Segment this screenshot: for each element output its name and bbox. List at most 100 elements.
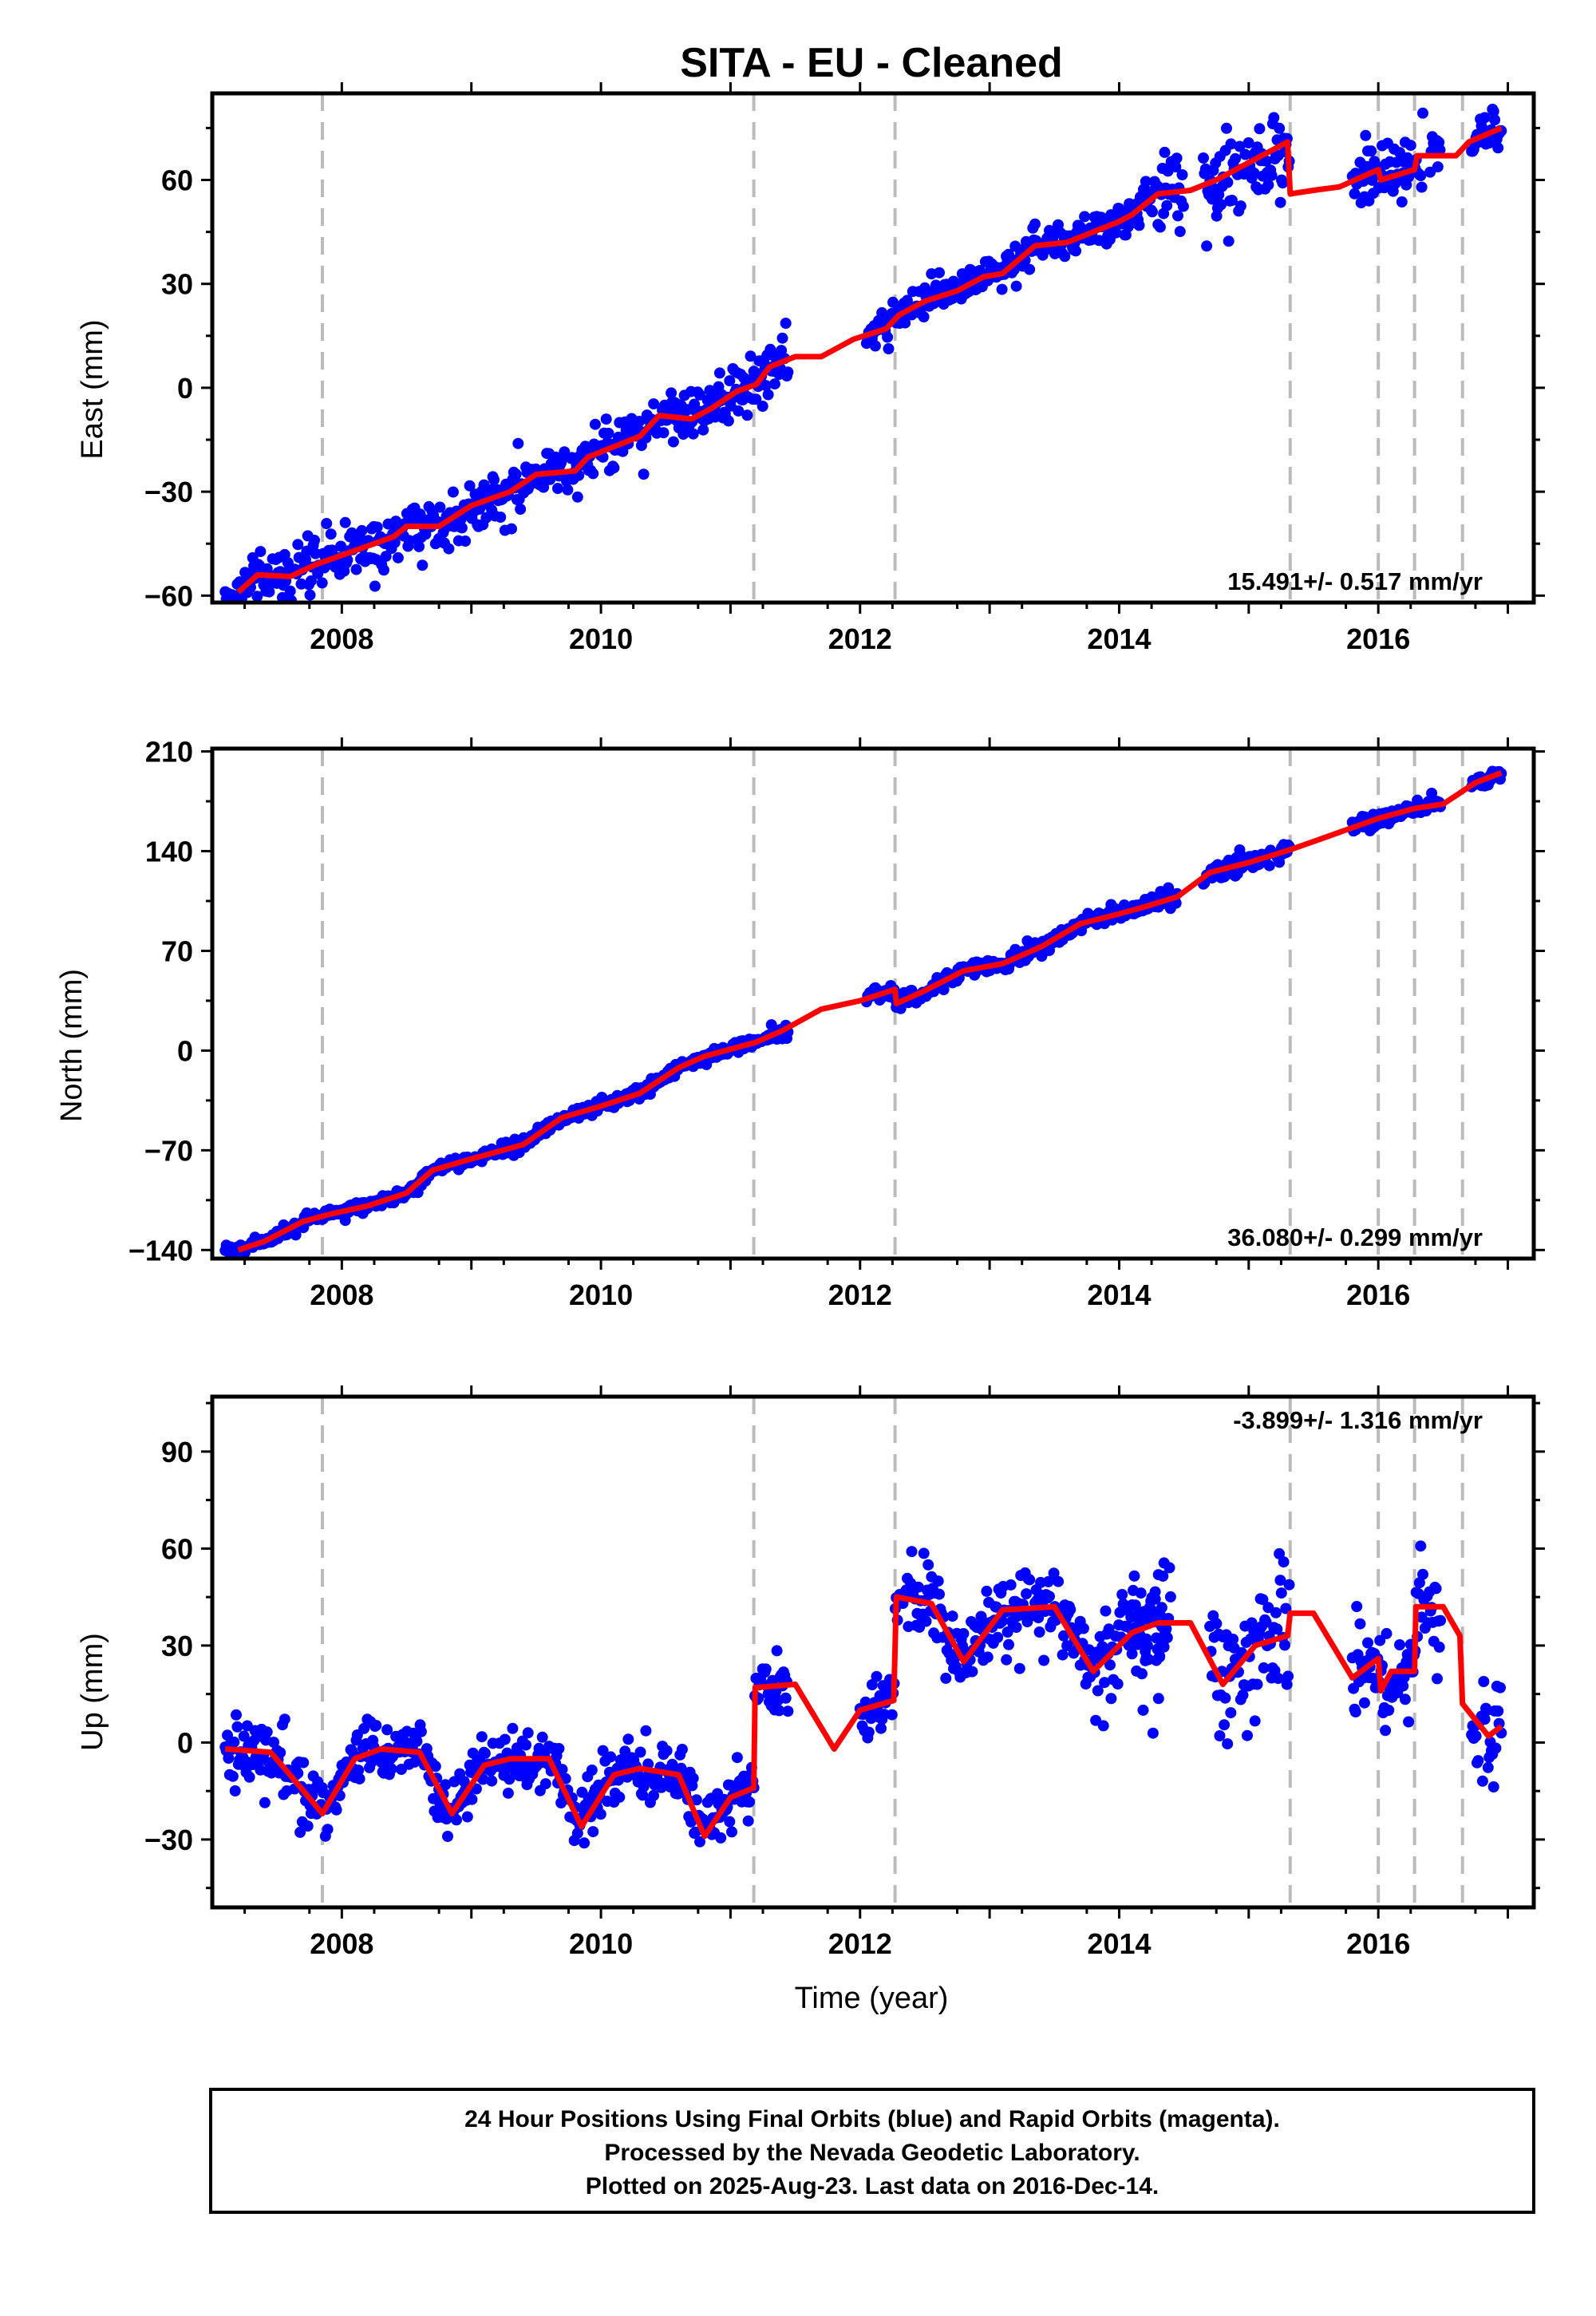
data-point-96	[325, 528, 337, 540]
data-point-960	[1413, 1577, 1425, 1589]
data-point-258	[504, 1773, 516, 1785]
data-point-503	[773, 1705, 785, 1717]
rate-label: -3.899+/- 1.316 mm/yr	[1233, 1406, 1483, 1434]
data-point-835	[1214, 1730, 1226, 1741]
data-point-50	[275, 1747, 286, 1759]
data-point-796	[1172, 210, 1183, 222]
data-point-986	[1472, 1755, 1484, 1767]
data-point-824	[1222, 176, 1234, 188]
data-point-191	[429, 1761, 441, 1773]
data-point-17	[238, 1730, 250, 1742]
data-points	[219, 104, 1507, 603]
data-point-68	[294, 1826, 306, 1838]
data-point-482	[750, 393, 762, 405]
data-point-839	[1219, 1719, 1231, 1731]
y-tick-label: 140	[145, 836, 193, 868]
y-tick-label: 60	[161, 1532, 193, 1565]
data-point-431	[694, 389, 705, 401]
data-point-807	[1138, 1635, 1150, 1647]
data-point-289	[538, 481, 550, 493]
data-point-52	[277, 591, 288, 603]
data-point-703	[1065, 1603, 1077, 1615]
data-point-376	[634, 416, 646, 427]
data-point-10	[231, 1709, 242, 1721]
data-point-431	[694, 1836, 705, 1848]
data-point-398	[658, 427, 670, 439]
data-point-146	[380, 551, 392, 563]
data-point-902	[1349, 1706, 1361, 1718]
data-point-926	[1396, 196, 1408, 207]
data-point-136	[369, 580, 381, 592]
data-point-176	[413, 540, 425, 552]
data-point-627	[981, 1585, 993, 1597]
data-point-984	[1470, 1730, 1482, 1742]
data-point-995	[1482, 1761, 1494, 1773]
data-point-824	[1157, 1570, 1169, 1582]
data-point-306	[556, 1764, 568, 1776]
data-point-236	[479, 1748, 491, 1759]
data-point-890	[1274, 1575, 1286, 1587]
x-tick-label-2012: 2012	[828, 622, 892, 655]
data-point-853	[1254, 123, 1266, 135]
x-tick-label-2008: 2008	[310, 622, 373, 655]
data-point-848	[1248, 167, 1260, 179]
data-point-835	[1234, 140, 1246, 152]
data-point-786	[1161, 200, 1173, 211]
data-point-897	[1282, 1670, 1294, 1682]
data-point-493	[762, 389, 774, 401]
data-point-979	[1435, 1614, 1447, 1626]
data-point-266	[512, 437, 524, 449]
data-point-334	[587, 1826, 599, 1838]
data-point-645	[1001, 1654, 1013, 1666]
data-point-7	[227, 1770, 239, 1782]
data-point-366	[622, 1733, 634, 1745]
data-point-66	[292, 539, 304, 551]
data-point-883	[1349, 188, 1361, 200]
y-tick-label: 90	[161, 1436, 193, 1468]
data-point-684	[1044, 1591, 1055, 1603]
x-tick-label-2014: 2014	[1087, 622, 1151, 655]
data-point-734	[1097, 1720, 1109, 1732]
data-point-804	[1135, 1587, 1147, 1599]
data-point-947	[1399, 1694, 1411, 1705]
data-point-780	[1154, 221, 1166, 233]
data-point-178	[415, 1725, 427, 1737]
data-point-415	[676, 1744, 688, 1755]
data-point-138	[371, 521, 383, 533]
data-point-840	[1219, 1692, 1231, 1704]
data-point-541	[886, 1709, 898, 1721]
data-point-906	[1354, 1618, 1366, 1630]
plot-north: 2008 2010 2012 2014 2016 −140 −70 0 70 140 210 36.0…	[128, 736, 1545, 1311]
data-point-961	[1415, 1540, 1427, 1552]
data-point-945	[1417, 107, 1428, 119]
data-point-476	[744, 1796, 756, 1808]
data-point-218	[460, 536, 472, 547]
data-point-660	[1024, 263, 1036, 275]
data-point-517	[859, 1696, 871, 1708]
x-tick-label-2010: 2010	[569, 1279, 633, 1311]
data-point-590	[940, 1672, 952, 1684]
data-point-977	[1489, 114, 1501, 126]
data-point-449	[713, 367, 725, 379]
x-tick-label-2010: 2010	[569, 622, 633, 655]
data-point-234	[477, 1773, 489, 1785]
data-point-3	[223, 1753, 235, 1765]
data-point-747	[1112, 1678, 1124, 1690]
data-point-823	[1221, 122, 1232, 134]
data-point-215	[456, 522, 468, 534]
data-point-700	[1061, 1640, 1073, 1652]
data-point-302	[552, 483, 563, 494]
data-point-805	[1201, 240, 1213, 252]
data-point-509	[780, 318, 792, 329]
data-point-434	[697, 424, 709, 436]
data-point-913	[1362, 1637, 1373, 1649]
data-point-450	[715, 1832, 727, 1844]
ylabel-north: North (mm)	[55, 969, 89, 1122]
data-point-200	[440, 1779, 452, 1791]
data-point-821	[1154, 1650, 1166, 1662]
data-point-798	[1128, 1570, 1140, 1582]
y-tick-label: −30	[144, 476, 193, 508]
data-point-976	[1432, 1673, 1443, 1685]
data-point-22	[243, 1771, 255, 1783]
data-point-73	[300, 554, 311, 565]
